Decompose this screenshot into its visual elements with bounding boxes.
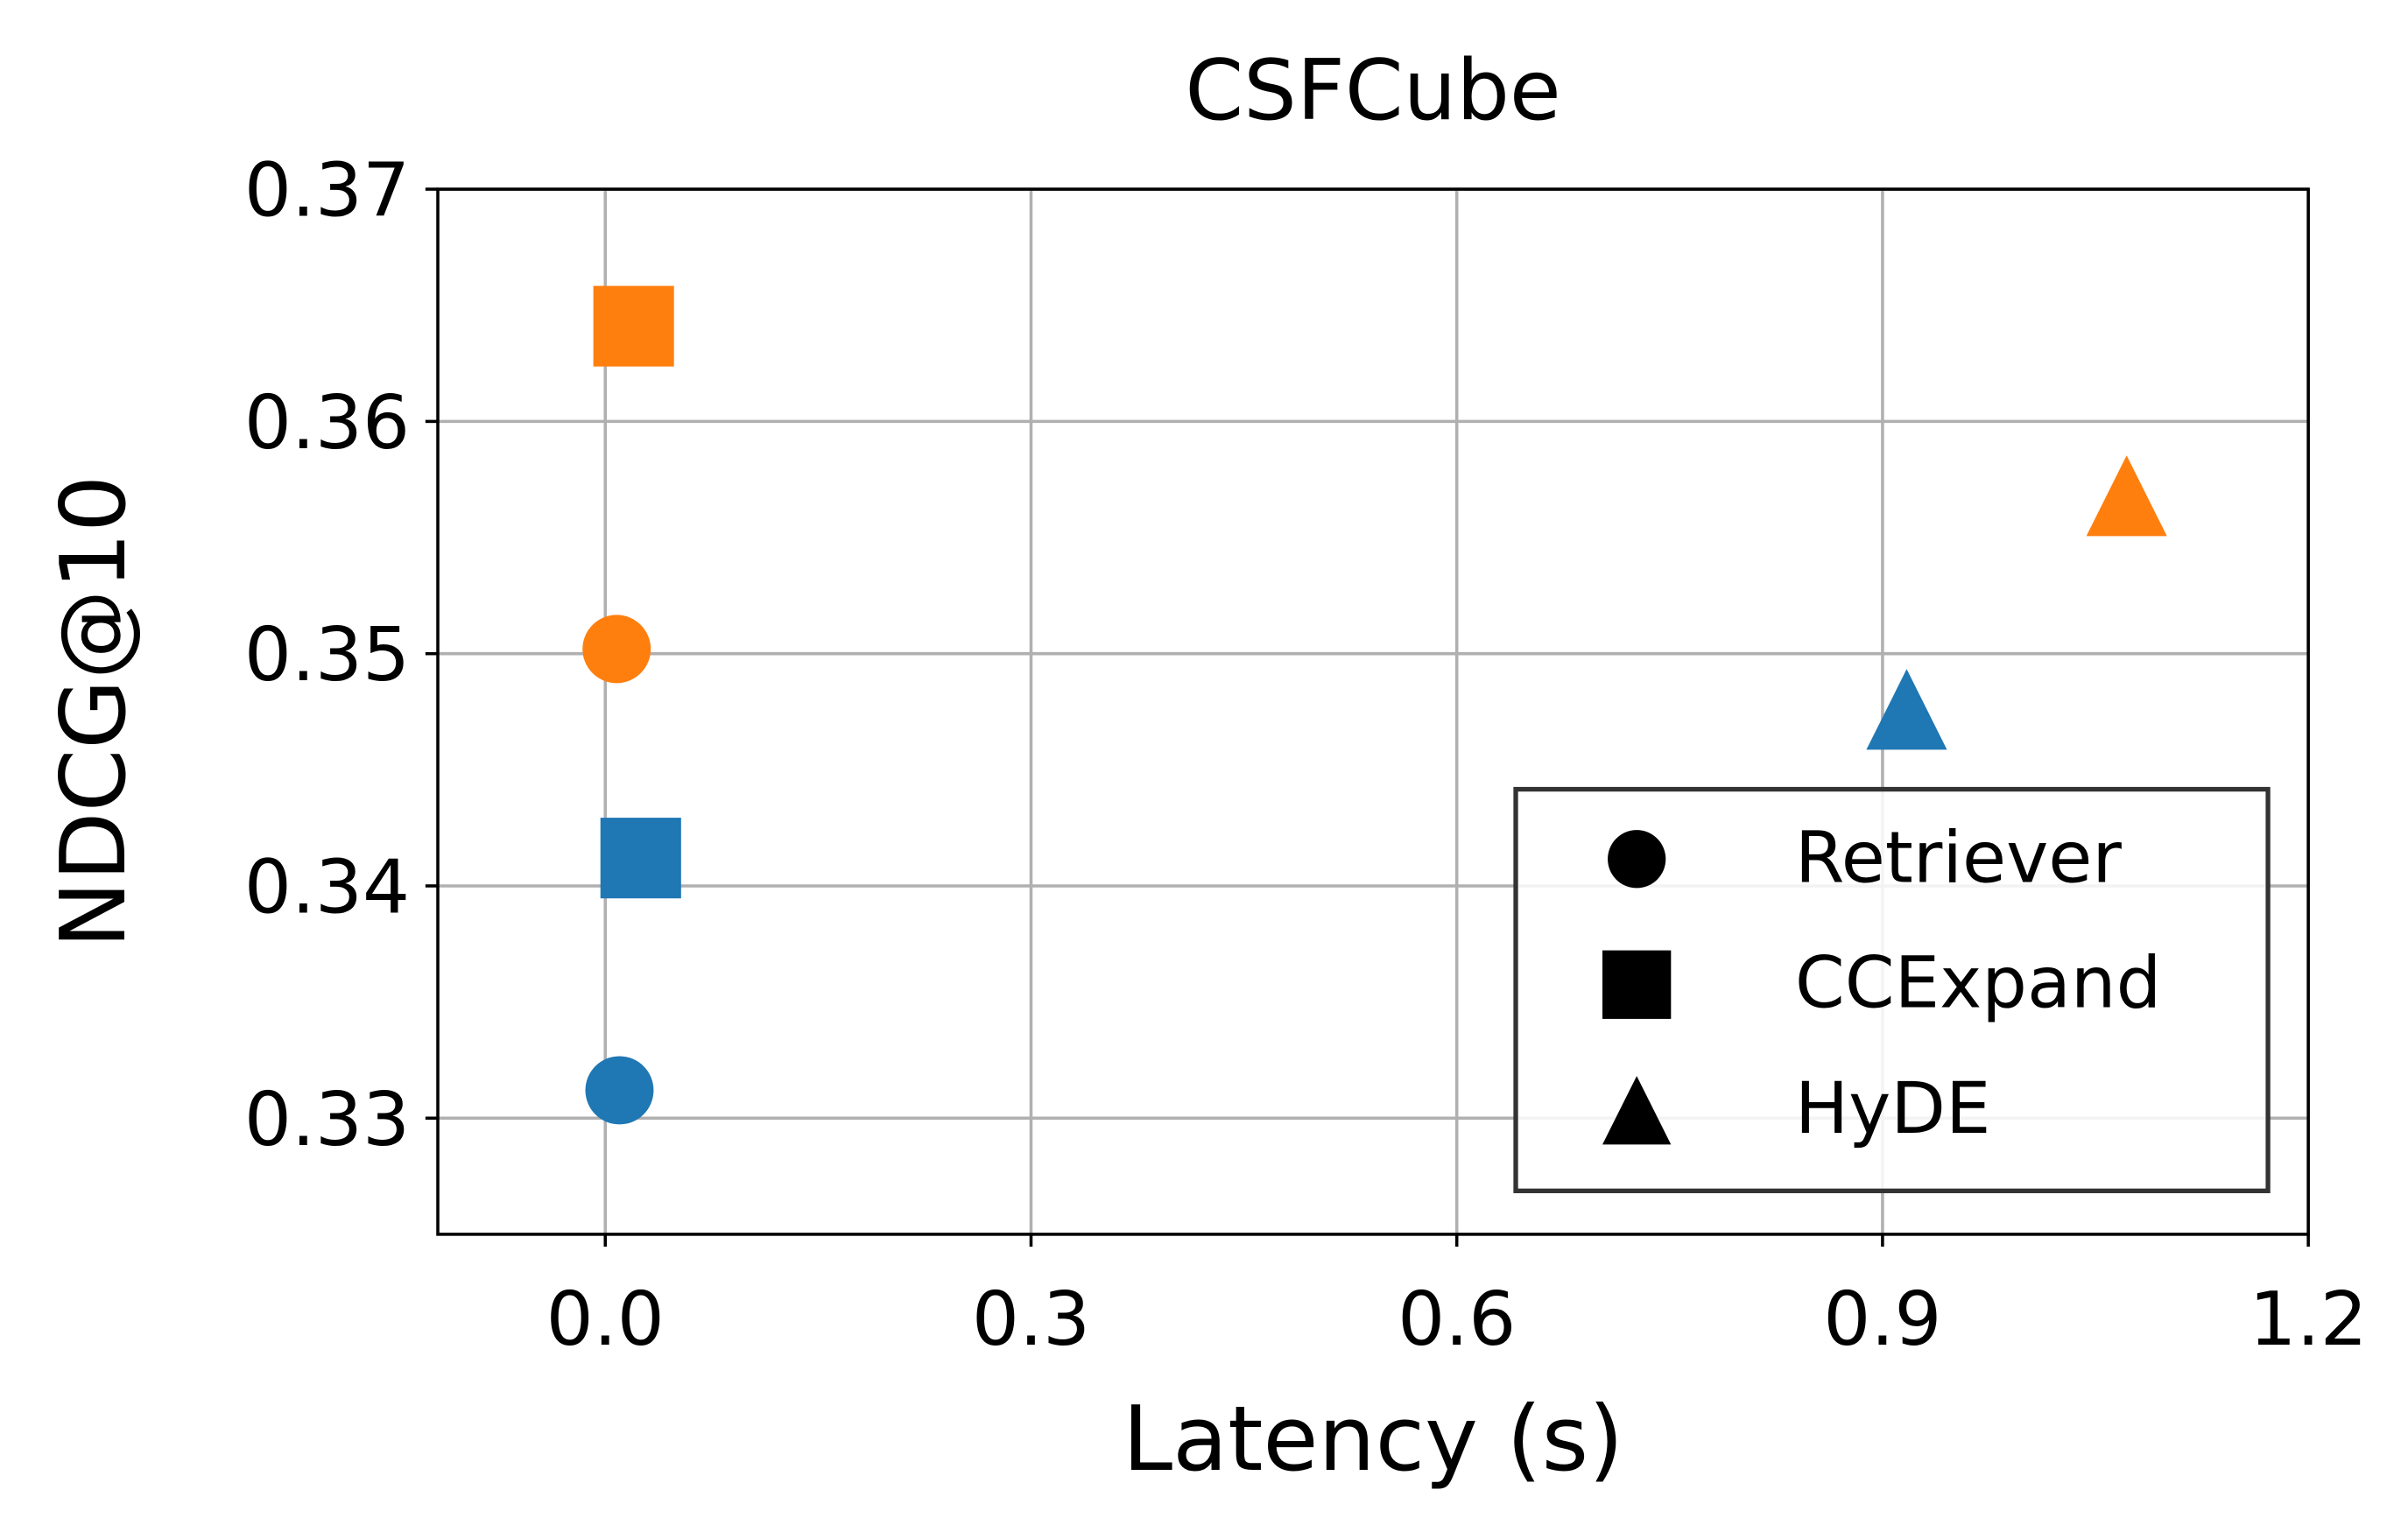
marker bbox=[1866, 669, 1947, 750]
x-tick-label: 0.6 bbox=[1398, 1276, 1516, 1363]
marker bbox=[1608, 830, 1666, 889]
y-tick-label: 0.34 bbox=[244, 844, 410, 931]
legend-label: HyDE bbox=[1795, 1067, 1991, 1150]
chart-title: CSFCube bbox=[1185, 41, 1560, 139]
legend-label: Retriever bbox=[1795, 816, 2123, 899]
x-tick-label: 1.2 bbox=[2250, 1276, 2368, 1363]
x-tick-label: 0.3 bbox=[972, 1276, 1090, 1363]
marker bbox=[585, 1056, 654, 1125]
y-tick-label: 0.33 bbox=[244, 1077, 410, 1163]
x-axis-label: Latency (s) bbox=[1123, 1388, 1623, 1492]
marker bbox=[1602, 950, 1672, 1019]
x-tick-label: 0.9 bbox=[1823, 1276, 1941, 1363]
y-tick-label: 0.35 bbox=[244, 612, 410, 699]
marker bbox=[582, 615, 651, 684]
marker bbox=[1602, 1076, 1672, 1145]
y-tick-label: 0.37 bbox=[244, 148, 410, 235]
marker bbox=[600, 818, 681, 899]
y-axis-label: NDCG@10 bbox=[42, 475, 146, 949]
marker bbox=[593, 285, 674, 367]
legend-label: CCExpand bbox=[1795, 942, 2161, 1025]
plot-frame bbox=[436, 187, 2310, 1236]
y-tick-label: 0.36 bbox=[244, 380, 410, 467]
marker bbox=[2086, 455, 2167, 537]
x-tick-label: 0.0 bbox=[546, 1276, 665, 1363]
